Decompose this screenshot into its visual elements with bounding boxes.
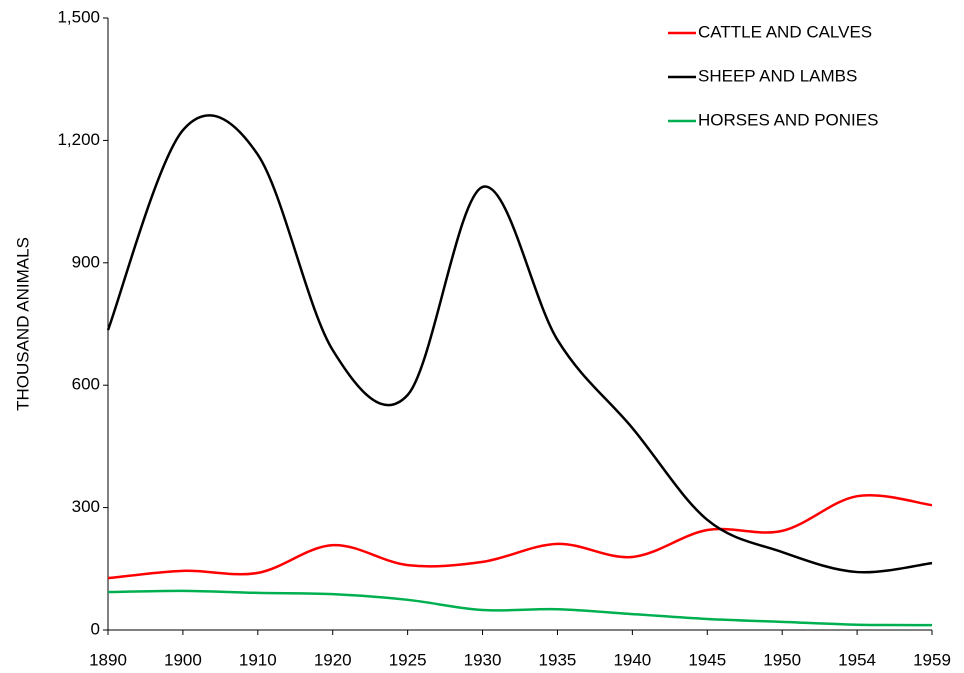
x-tick-label: 1890 xyxy=(89,650,127,669)
x-tick-label: 1950 xyxy=(763,650,801,669)
x-tick-label: 1910 xyxy=(239,650,277,669)
x-tick-label: 1940 xyxy=(613,650,651,669)
x-tick-label: 1925 xyxy=(389,650,427,669)
line-series xyxy=(107,494,933,580)
y-tick-label: 900 xyxy=(72,252,100,271)
y-tick-label: 600 xyxy=(72,375,100,394)
x-tick-label: 1930 xyxy=(464,650,502,669)
legend-label: SHEEP AND LAMBS xyxy=(698,66,857,85)
legend-label: CATTLE AND CALVES xyxy=(698,22,872,41)
y-tick-label: 1,500 xyxy=(57,7,100,26)
line-series xyxy=(106,114,933,574)
y-tick-label: 1,200 xyxy=(57,130,100,149)
line-series xyxy=(107,589,933,627)
x-tick-label: 1954 xyxy=(838,650,876,669)
x-tick-label: 1920 xyxy=(314,650,352,669)
y-tick-label: 300 xyxy=(72,497,100,516)
y-axis-label: THOUSAND ANIMALS xyxy=(13,237,32,411)
x-tick-label: 1945 xyxy=(688,650,726,669)
legend-label: HORSES AND PONIES xyxy=(698,110,878,129)
y-tick-label: 0 xyxy=(91,619,100,638)
x-tick-label: 1935 xyxy=(539,650,577,669)
x-tick-label: 1959 xyxy=(913,650,951,669)
x-tick-label: 1900 xyxy=(164,650,202,669)
